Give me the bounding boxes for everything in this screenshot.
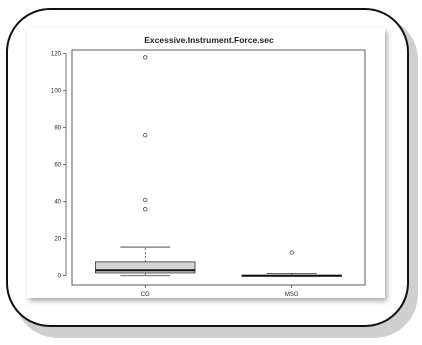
x-tick-label: CG: [141, 292, 150, 298]
y-tick-label: 0: [58, 274, 62, 280]
plot-border: [71, 49, 366, 286]
y-axis: 0 20 40 60 80 100 120: [51, 52, 67, 280]
outlier-point: [143, 132, 148, 138]
outlier-point: [143, 55, 148, 60]
box-series: [95, 55, 342, 277]
x-axis: CG MSG: [141, 285, 299, 298]
y-tick-label: 80: [54, 126, 61, 132]
y-tick-label: 120: [51, 52, 62, 58]
chart-title: Excessive.Instrument.Force.sec: [144, 35, 274, 45]
box-msg: [241, 250, 342, 277]
boxplot-chart: Excessive.Instrument.Force.sec 0 20 40 60 80…: [51, 35, 366, 298]
iqr-box: [95, 261, 196, 274]
outlier-point: [289, 250, 294, 255]
box-cg: [95, 55, 196, 277]
y-tick-label: 100: [51, 89, 62, 95]
y-tick-label: 60: [54, 163, 61, 169]
y-tick-label: 20: [54, 237, 61, 243]
plot-frame: [71, 49, 366, 286]
x-tick-label: MSG: [285, 292, 299, 298]
outlier-point: [143, 206, 148, 212]
outlier-point: [143, 197, 148, 203]
plot-panel: Excessive.Instrument.Force.sec 0 20 40 60 80…: [27, 28, 385, 298]
y-tick-label: 40: [54, 200, 61, 206]
